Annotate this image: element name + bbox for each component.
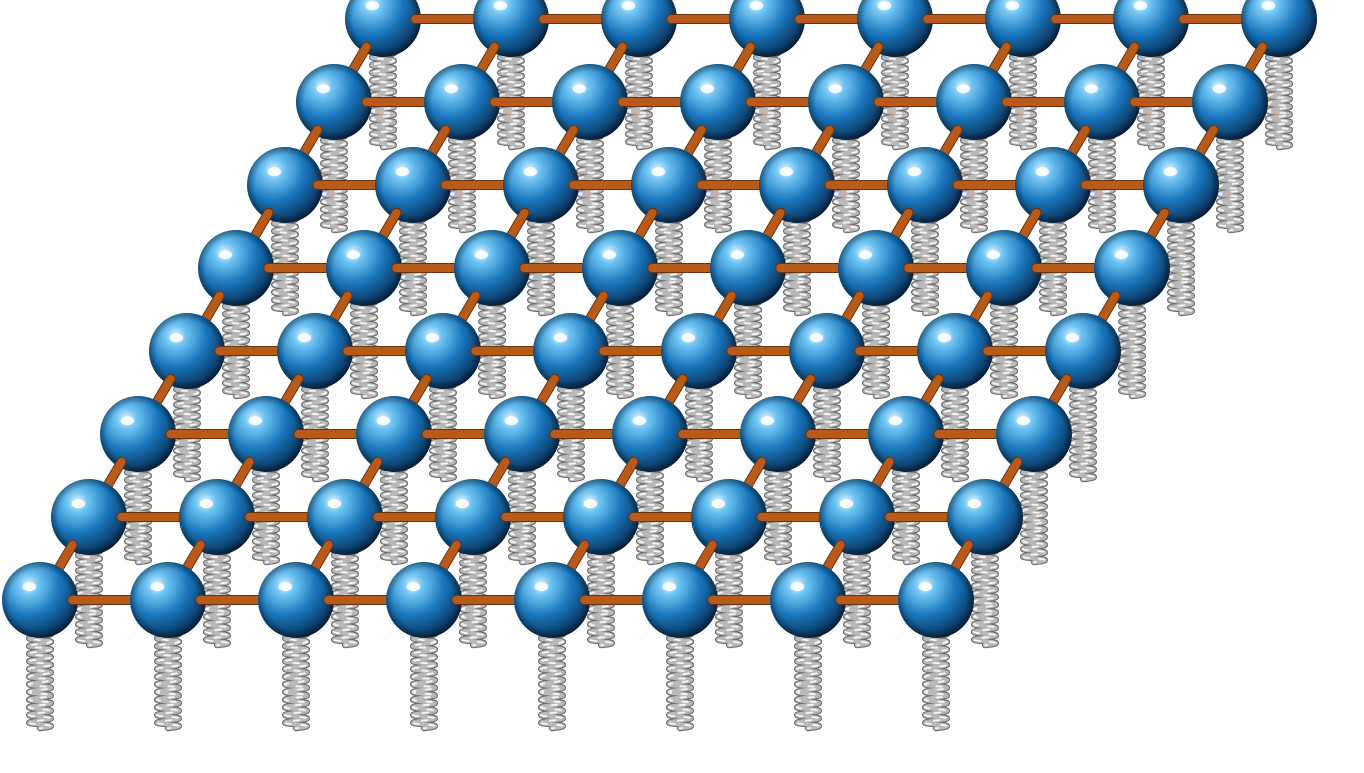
mass-sphere (405, 313, 481, 389)
mass-sphere (1113, 0, 1189, 57)
mass-sphere (277, 313, 353, 389)
mass-sphere (552, 64, 628, 140)
mass-sphere (1015, 147, 1091, 223)
mass-sphere (759, 147, 835, 223)
mass-sphere (514, 562, 590, 638)
mass-sphere (1192, 64, 1268, 140)
mass-sphere (1045, 313, 1121, 389)
mass-sphere (1241, 0, 1317, 57)
lattice-diagram (0, 0, 1364, 773)
mass-sphere (51, 479, 127, 555)
mass-sphere (454, 230, 530, 306)
mass-sphere (887, 147, 963, 223)
mass-sphere (198, 230, 274, 306)
mass-sphere (770, 562, 846, 638)
mass-sphere (424, 64, 500, 140)
mass-sphere (582, 230, 658, 306)
mass-sphere (375, 147, 451, 223)
mass-sphere (947, 479, 1023, 555)
mass-sphere (936, 64, 1012, 140)
mass-sphere (533, 313, 609, 389)
mass-sphere (729, 0, 805, 57)
mass-sphere (179, 479, 255, 555)
mass-sphere (985, 0, 1061, 57)
mass-sphere (789, 313, 865, 389)
mass-sphere (868, 396, 944, 472)
mass-sphere (149, 313, 225, 389)
mass-sphere (1143, 147, 1219, 223)
mass-sphere (710, 230, 786, 306)
mass-sphere (307, 479, 383, 555)
mass-sphere (345, 0, 421, 57)
mass-sphere (838, 230, 914, 306)
mass-sphere (228, 396, 304, 472)
mass-sphere (386, 562, 462, 638)
mass-sphere (247, 147, 323, 223)
mass-sphere (473, 0, 549, 57)
mass-sphere (898, 562, 974, 638)
mass-sphere (857, 0, 933, 57)
mass-sphere (1094, 230, 1170, 306)
mass-sphere (996, 396, 1072, 472)
mass-sphere (503, 147, 579, 223)
mass-sphere (808, 64, 884, 140)
mass-sphere (563, 479, 639, 555)
mass-sphere (966, 230, 1042, 306)
mass-sphere (100, 396, 176, 472)
mass-sphere (631, 147, 707, 223)
mass-sphere (435, 479, 511, 555)
mass-sphere (2, 562, 78, 638)
mass-sphere (691, 479, 767, 555)
mass-sphere (130, 562, 206, 638)
mass-sphere (258, 562, 334, 638)
mass-sphere (612, 396, 688, 472)
mass-sphere (661, 313, 737, 389)
mass-sphere (642, 562, 718, 638)
mass-sphere (601, 0, 677, 57)
mass-sphere (819, 479, 895, 555)
mass-sphere (326, 230, 402, 306)
mass-sphere (917, 313, 993, 389)
mass-sphere (1064, 64, 1140, 140)
mass-sphere (356, 396, 432, 472)
mass-sphere (740, 396, 816, 472)
mass-sphere (484, 396, 560, 472)
mass-sphere (680, 64, 756, 140)
mass-sphere (296, 64, 372, 140)
